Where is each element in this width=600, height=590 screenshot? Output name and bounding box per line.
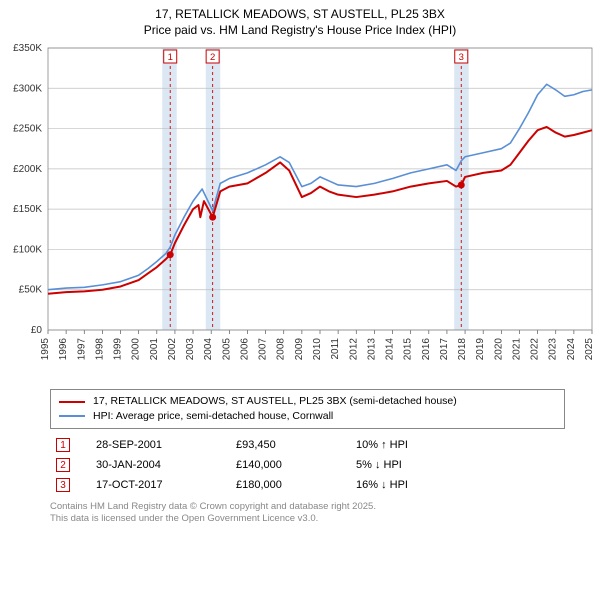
attribution-text: Contains HM Land Registry data © Crown c…: [50, 501, 565, 526]
y-tick-label: £0: [31, 325, 43, 336]
y-tick-label: £350K: [13, 43, 42, 54]
event-row: 1 28-SEP-2001£93,45010% ↑ HPI: [50, 435, 565, 455]
x-tick-label: 2012: [348, 338, 359, 361]
y-tick-label: £250K: [13, 124, 42, 135]
event-marker-number: 2: [210, 52, 215, 63]
event-date: 30-JAN-2004: [90, 455, 230, 475]
x-tick-label: 2025: [584, 338, 595, 361]
x-tick-label: 2006: [239, 338, 250, 361]
y-tick-label: £150K: [13, 205, 42, 216]
x-tick-label: 2003: [185, 338, 196, 361]
x-tick-label: 1995: [40, 338, 51, 361]
x-tick-label: 2005: [221, 338, 232, 361]
x-tick-label: 1998: [94, 338, 105, 361]
legend-box: 17, RETALLICK MEADOWS, ST AUSTELL, PL25 …: [50, 389, 565, 428]
event-marker-icon: 2: [56, 458, 70, 472]
x-tick-label: 2013: [366, 338, 377, 361]
x-tick-label: 2010: [312, 338, 323, 361]
event-delta: 10% ↑ HPI: [350, 435, 565, 455]
y-tick-label: £200K: [13, 164, 42, 175]
x-tick-label: 2023: [548, 338, 559, 361]
highlight-band: [162, 48, 177, 330]
x-tick-label: 2019: [475, 338, 486, 361]
event-marker-icon: 3: [56, 478, 70, 492]
legend-row: 17, RETALLICK MEADOWS, ST AUSTELL, PL25 …: [59, 394, 556, 409]
event-delta: 16% ↓ HPI: [350, 475, 565, 495]
y-tick-label: £300K: [13, 84, 42, 95]
legend-label: HPI: Average price, semi-detached house,…: [93, 409, 333, 424]
x-tick-label: 1997: [76, 338, 87, 361]
x-tick-label: 1996: [58, 338, 69, 361]
legend-label: 17, RETALLICK MEADOWS, ST AUSTELL, PL25 …: [93, 394, 457, 409]
y-tick-label: £50K: [19, 285, 43, 296]
attribution-line-2: This data is licensed under the Open Gov…: [50, 513, 565, 525]
event-delta: 5% ↓ HPI: [350, 455, 565, 475]
event-date: 17-OCT-2017: [90, 475, 230, 495]
x-tick-label: 2001: [149, 338, 160, 361]
x-tick-label: 1999: [113, 338, 124, 361]
event-price: £140,000: [230, 455, 350, 475]
x-tick-label: 2011: [330, 338, 341, 360]
x-tick-label: 2009: [294, 338, 305, 361]
x-tick-label: 2000: [131, 338, 142, 361]
attribution-line-1: Contains HM Land Registry data © Crown c…: [50, 501, 565, 513]
x-tick-label: 2020: [493, 338, 504, 361]
x-tick-label: 2018: [457, 338, 468, 361]
title-line-1: 17, RETALLICK MEADOWS, ST AUSTELL, PL25 …: [0, 6, 600, 22]
event-marker-number: 1: [168, 52, 173, 63]
event-marker-icon: 1: [56, 438, 70, 452]
event-price: £180,000: [230, 475, 350, 495]
x-tick-label: 2021: [511, 338, 522, 361]
price-chart: £0 £50K £100K £150K £200K £250K £300K £350K 1995…: [0, 40, 600, 380]
event-row: 3 17-OCT-2017£180,00016% ↓ HPI: [50, 475, 565, 495]
x-tick-label: 2016: [421, 338, 432, 361]
x-tick-label: 2008: [276, 338, 287, 361]
x-tick-label: 2022: [530, 338, 541, 361]
y-tick-label: £100K: [13, 245, 42, 256]
legend-row: HPI: Average price, semi-detached house,…: [59, 409, 556, 424]
x-tick-label: 2007: [258, 338, 269, 361]
x-tick-label: 2014: [385, 338, 396, 361]
event-marker-number: 3: [459, 52, 464, 63]
event-date: 28-SEP-2001: [90, 435, 230, 455]
event-price: £93,450: [230, 435, 350, 455]
x-tick-label: 2004: [203, 338, 214, 361]
event-row: 2 30-JAN-2004£140,0005% ↓ HPI: [50, 455, 565, 475]
events-table: 1 28-SEP-2001£93,45010% ↑ HPI 2 30-JAN-2004…: [50, 435, 565, 495]
x-tick-label: 2024: [566, 338, 577, 361]
x-tick-label: 2015: [403, 338, 414, 361]
legend-swatch: [59, 401, 85, 403]
chart-area: £0 £50K £100K £150K £200K £250K £300K £350K 1995…: [0, 40, 600, 385]
x-tick-label: 2017: [439, 338, 450, 361]
x-tick-label: 2002: [167, 338, 178, 361]
title-line-2: Price paid vs. HM Land Registry's House …: [0, 22, 600, 38]
legend-swatch: [59, 415, 85, 417]
chart-title-block: 17, RETALLICK MEADOWS, ST AUSTELL, PL25 …: [0, 0, 600, 40]
